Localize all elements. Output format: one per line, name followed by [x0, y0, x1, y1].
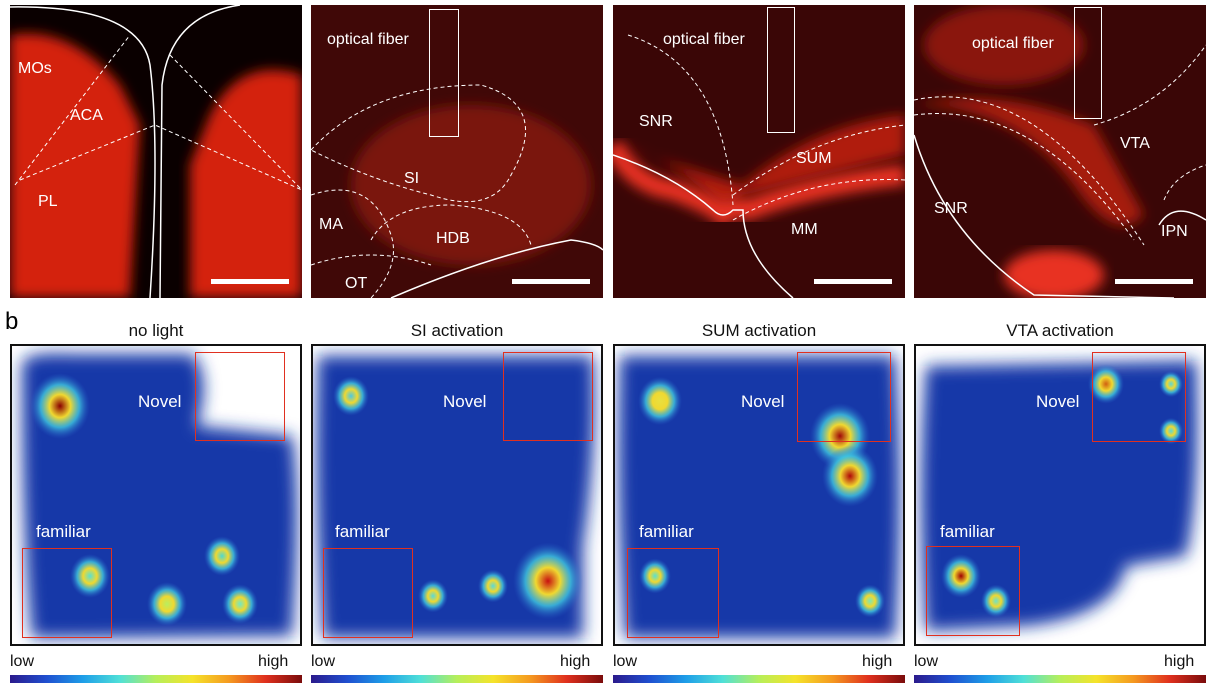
heatmap-density	[316, 356, 595, 638]
familiar-label: familiar	[940, 522, 995, 541]
novel-roi	[797, 352, 891, 442]
density-hotspot	[855, 584, 885, 618]
familiar-roi	[22, 548, 112, 638]
region-label: SI	[404, 170, 420, 187]
heatmap-density	[618, 356, 900, 638]
colorbar-low: low	[311, 653, 336, 670]
scale-bar	[211, 279, 289, 284]
heatmap-density	[22, 353, 297, 638]
region-label: PL	[38, 193, 58, 210]
density-hotspot	[638, 376, 682, 426]
heatmap-title: SI activation	[410, 321, 504, 340]
heatmap-vta: Novel familiar	[914, 344, 1206, 646]
region-label: VTA	[1120, 135, 1150, 152]
heatmap-si: Novel familiar	[311, 344, 603, 646]
colorbar-low: low	[613, 653, 638, 670]
colorbar	[613, 675, 905, 683]
heatmap-title: no light	[128, 321, 184, 340]
novel-label: Novel	[443, 392, 487, 411]
density-hotspot	[941, 554, 981, 598]
sum-fluorescence	[613, 34, 905, 298]
region-label: SUM	[796, 150, 832, 167]
familiar-roi	[627, 548, 719, 638]
heatmap-sum: Novel familiar	[613, 344, 905, 646]
scale-bar	[814, 279, 892, 284]
density-hotspot	[1159, 370, 1183, 398]
heatmap-no-light: Novel familiar	[10, 344, 302, 646]
familiar-label: familiar	[639, 522, 694, 541]
density-hotspot	[981, 584, 1011, 618]
colorbar-low: low	[914, 653, 939, 670]
density-hotspot	[513, 542, 583, 620]
density-hotspot	[70, 554, 110, 598]
density-hotspot	[822, 445, 878, 507]
optical-fiber-box	[429, 9, 459, 137]
novel-label: Novel	[138, 392, 182, 411]
scale-bar	[512, 279, 590, 284]
region-label: SNR	[639, 113, 673, 130]
familiar-roi	[926, 546, 1020, 636]
micro-panel-pfc: MOs ACA PL	[10, 5, 302, 298]
region-label: ACA	[70, 107, 103, 124]
familiar-label: familiar	[335, 522, 390, 541]
density-hotspot	[222, 584, 258, 624]
region-label: OT	[345, 275, 368, 292]
region-label: optical fiber	[972, 35, 1054, 52]
density-hotspot	[30, 373, 90, 439]
pfc-fluorescence	[10, 5, 302, 298]
colorbar-high: high	[862, 653, 893, 670]
novel-roi	[1092, 352, 1186, 442]
heatmap-density	[921, 361, 1198, 631]
scale-bar	[1115, 279, 1193, 284]
region-label: IPN	[1161, 223, 1188, 240]
region-label: MA	[319, 216, 343, 233]
familiar-roi	[323, 548, 413, 638]
region-label: MOs	[18, 60, 52, 77]
density-hotspot	[639, 558, 671, 594]
panel-label-b: b	[5, 308, 19, 335]
novel-roi	[503, 352, 593, 441]
novel-roi	[195, 352, 285, 441]
density-hotspot	[204, 536, 240, 576]
optical-fiber-box	[767, 7, 795, 133]
familiar-label: familiar	[36, 522, 91, 541]
region-label: MM	[791, 221, 818, 238]
heatmap-title: SUM activation	[701, 321, 817, 340]
novel-label: Novel	[741, 392, 785, 411]
density-hotspot	[1088, 364, 1124, 404]
colorbar	[914, 675, 1206, 683]
density-hotspot	[1159, 417, 1183, 445]
colorbar-high: high	[258, 653, 289, 670]
colorbar-high: high	[1164, 653, 1195, 670]
colorbar	[10, 675, 302, 683]
region-label: HDB	[436, 230, 470, 247]
density-hotspot	[333, 376, 369, 416]
density-hotspot	[147, 582, 187, 626]
region-label: SNR	[934, 200, 968, 217]
micro-panel-vta: optical fiber VTA SNR IPN	[914, 5, 1206, 298]
density-hotspot	[478, 569, 508, 603]
novel-label: Novel	[1036, 392, 1080, 411]
vta-fluorescence	[914, 5, 1206, 298]
micro-panel-si: optical fiber SI MA HDB OT	[311, 5, 603, 298]
optical-fiber-box	[1074, 7, 1102, 119]
si-fluorescence	[311, 5, 603, 298]
region-label: optical fiber	[327, 31, 409, 48]
colorbar-low: low	[10, 653, 35, 670]
micro-panel-sum: optical fiber SNR SUM MM	[613, 5, 905, 298]
colorbar	[311, 675, 603, 683]
region-label: optical fiber	[663, 31, 745, 48]
density-hotspot	[418, 579, 448, 613]
heatmap-title: VTA activation	[1006, 321, 1114, 340]
colorbar-high: high	[560, 653, 591, 670]
